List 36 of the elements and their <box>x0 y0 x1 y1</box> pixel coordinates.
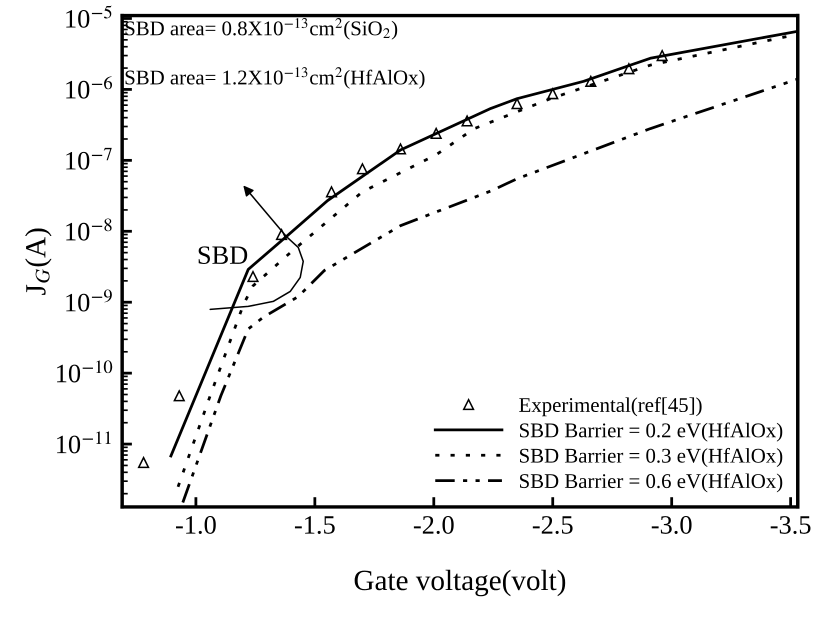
y-tick-label: 10$^{−8}$ <box>66 218 112 241</box>
y-axis-title: J$_{G}$(A) <box>25 228 52 295</box>
y-tick-label: 10$^{−10}$ <box>57 360 112 382</box>
x-axis-title: Gate voltage(volt) <box>354 570 566 596</box>
x-tick-label: -1.0 <box>176 516 216 534</box>
point <box>585 76 596 87</box>
x-tick-label: -2.5 <box>532 516 573 534</box>
legend-label: SBD Barrier = 0.3 eV(HfAlOx) <box>520 448 782 467</box>
y-tick-label: 10$^{−9}$ <box>66 289 112 312</box>
point <box>461 115 473 127</box>
x-tick-label: -3.0 <box>652 516 692 534</box>
point <box>276 228 288 240</box>
point <box>326 186 338 198</box>
y-tick-label: 10$^{−7}$ <box>66 148 112 170</box>
annotation: SBD <box>198 246 248 264</box>
point <box>174 390 185 402</box>
x-tick-label: -2.0 <box>414 516 454 534</box>
y-tick-label: 10$^{−6}$ <box>66 76 112 99</box>
point <box>511 98 523 110</box>
legend-label: SBD Barrier = 0.6 eV(HfAlOx) <box>520 473 782 492</box>
point <box>394 143 406 155</box>
y-tick-label: 10$^{−5}$ <box>66 5 112 28</box>
x-tick-label: -3.5 <box>770 516 810 534</box>
point <box>547 88 558 100</box>
point <box>430 128 442 140</box>
x-tick-label: -1.5 <box>294 516 335 534</box>
point <box>247 270 259 282</box>
y-tick-label: 10$^{−11}$ <box>57 431 111 454</box>
point <box>138 456 150 468</box>
annotation: SBD area= 0.8X10$^{−13}$cm$^{2}$(SiO$_{2}$) <box>126 18 398 40</box>
point <box>623 63 634 74</box>
annotation: SBD area= 1.2X10$^{−13}$cm$^{2}$(HfAlOx) <box>126 67 425 89</box>
point <box>356 163 368 174</box>
legend-label: Experimental(ref[45]) <box>519 397 702 416</box>
legend-label: SBD Barrier = 0.2 eV(HfAlOx) <box>520 422 782 442</box>
point <box>656 50 668 62</box>
